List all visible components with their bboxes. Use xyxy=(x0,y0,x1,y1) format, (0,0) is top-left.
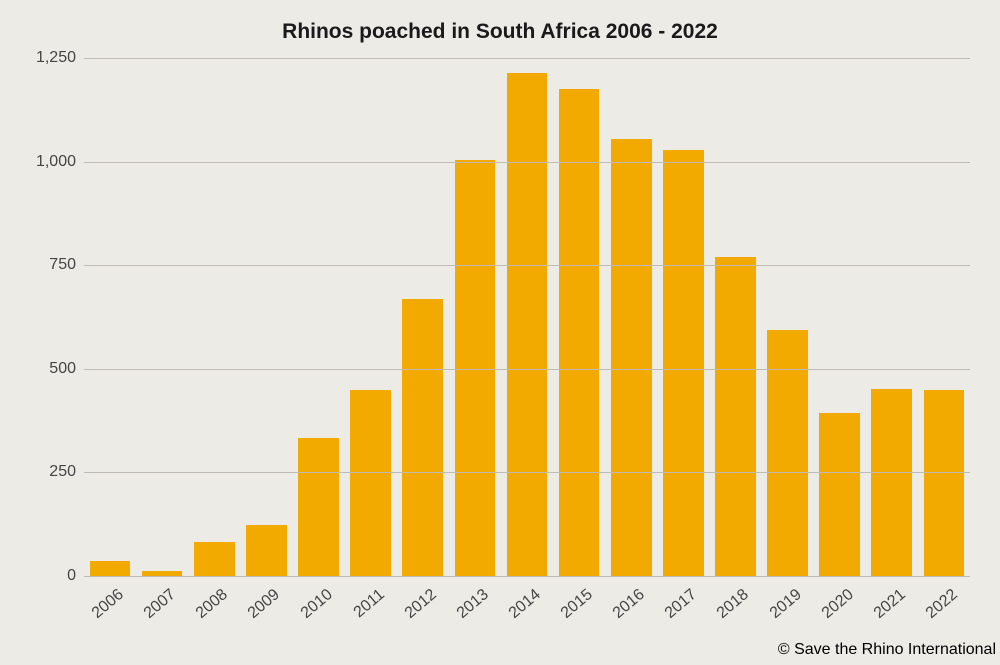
bars-layer xyxy=(84,58,970,576)
gridline xyxy=(84,265,970,266)
x-axis-label: 2012 xyxy=(394,586,441,629)
x-axis-label: 2021 xyxy=(863,586,910,629)
x-axis-label: 2011 xyxy=(341,586,388,629)
plot-area xyxy=(84,58,970,576)
chart-canvas: Rhinos poached in South Africa 2006 - 20… xyxy=(0,0,1000,665)
x-axis-label: 2016 xyxy=(602,586,649,629)
y-axis-label: 1,250 xyxy=(6,49,76,67)
bar xyxy=(507,73,548,576)
x-axis-label: 2018 xyxy=(706,586,753,629)
bar xyxy=(402,299,443,576)
bar xyxy=(246,525,287,576)
bar xyxy=(90,561,131,576)
y-axis-label: 0 xyxy=(6,567,76,585)
x-axis-label: 2017 xyxy=(654,586,701,629)
credit-text: © Save the Rhino International xyxy=(778,641,996,659)
bar xyxy=(663,150,704,576)
bar xyxy=(715,257,756,576)
gridline xyxy=(84,369,970,370)
y-axis-label: 500 xyxy=(6,360,76,378)
bar xyxy=(611,139,652,576)
x-axis-label: 2020 xyxy=(810,586,857,629)
y-axis-label: 750 xyxy=(6,256,76,274)
bar xyxy=(350,390,391,576)
x-axis-label: 2006 xyxy=(81,586,128,629)
chart-title: Rhinos poached in South Africa 2006 - 20… xyxy=(0,20,1000,44)
x-axis-label: 2014 xyxy=(498,586,545,629)
bar xyxy=(298,438,339,576)
x-axis-label: 2007 xyxy=(133,586,180,629)
bar xyxy=(767,330,808,576)
x-axis-label: 2008 xyxy=(185,586,232,629)
bar xyxy=(819,413,860,576)
gridline xyxy=(84,58,970,59)
gridline xyxy=(84,472,970,473)
bar xyxy=(924,390,965,576)
y-axis-label: 1,000 xyxy=(6,153,76,171)
x-axis-label: 2022 xyxy=(915,586,962,629)
bar xyxy=(194,542,235,576)
x-axis-label: 2009 xyxy=(237,586,284,629)
y-axis-label: 250 xyxy=(6,463,76,481)
gridline xyxy=(84,162,970,163)
gridline xyxy=(84,576,970,577)
x-axis-label: 2019 xyxy=(758,586,805,629)
bar xyxy=(871,389,912,576)
x-axis-label: 2013 xyxy=(446,586,493,629)
x-axis-label: 2010 xyxy=(289,586,336,629)
x-axis-label: 2015 xyxy=(550,586,597,629)
